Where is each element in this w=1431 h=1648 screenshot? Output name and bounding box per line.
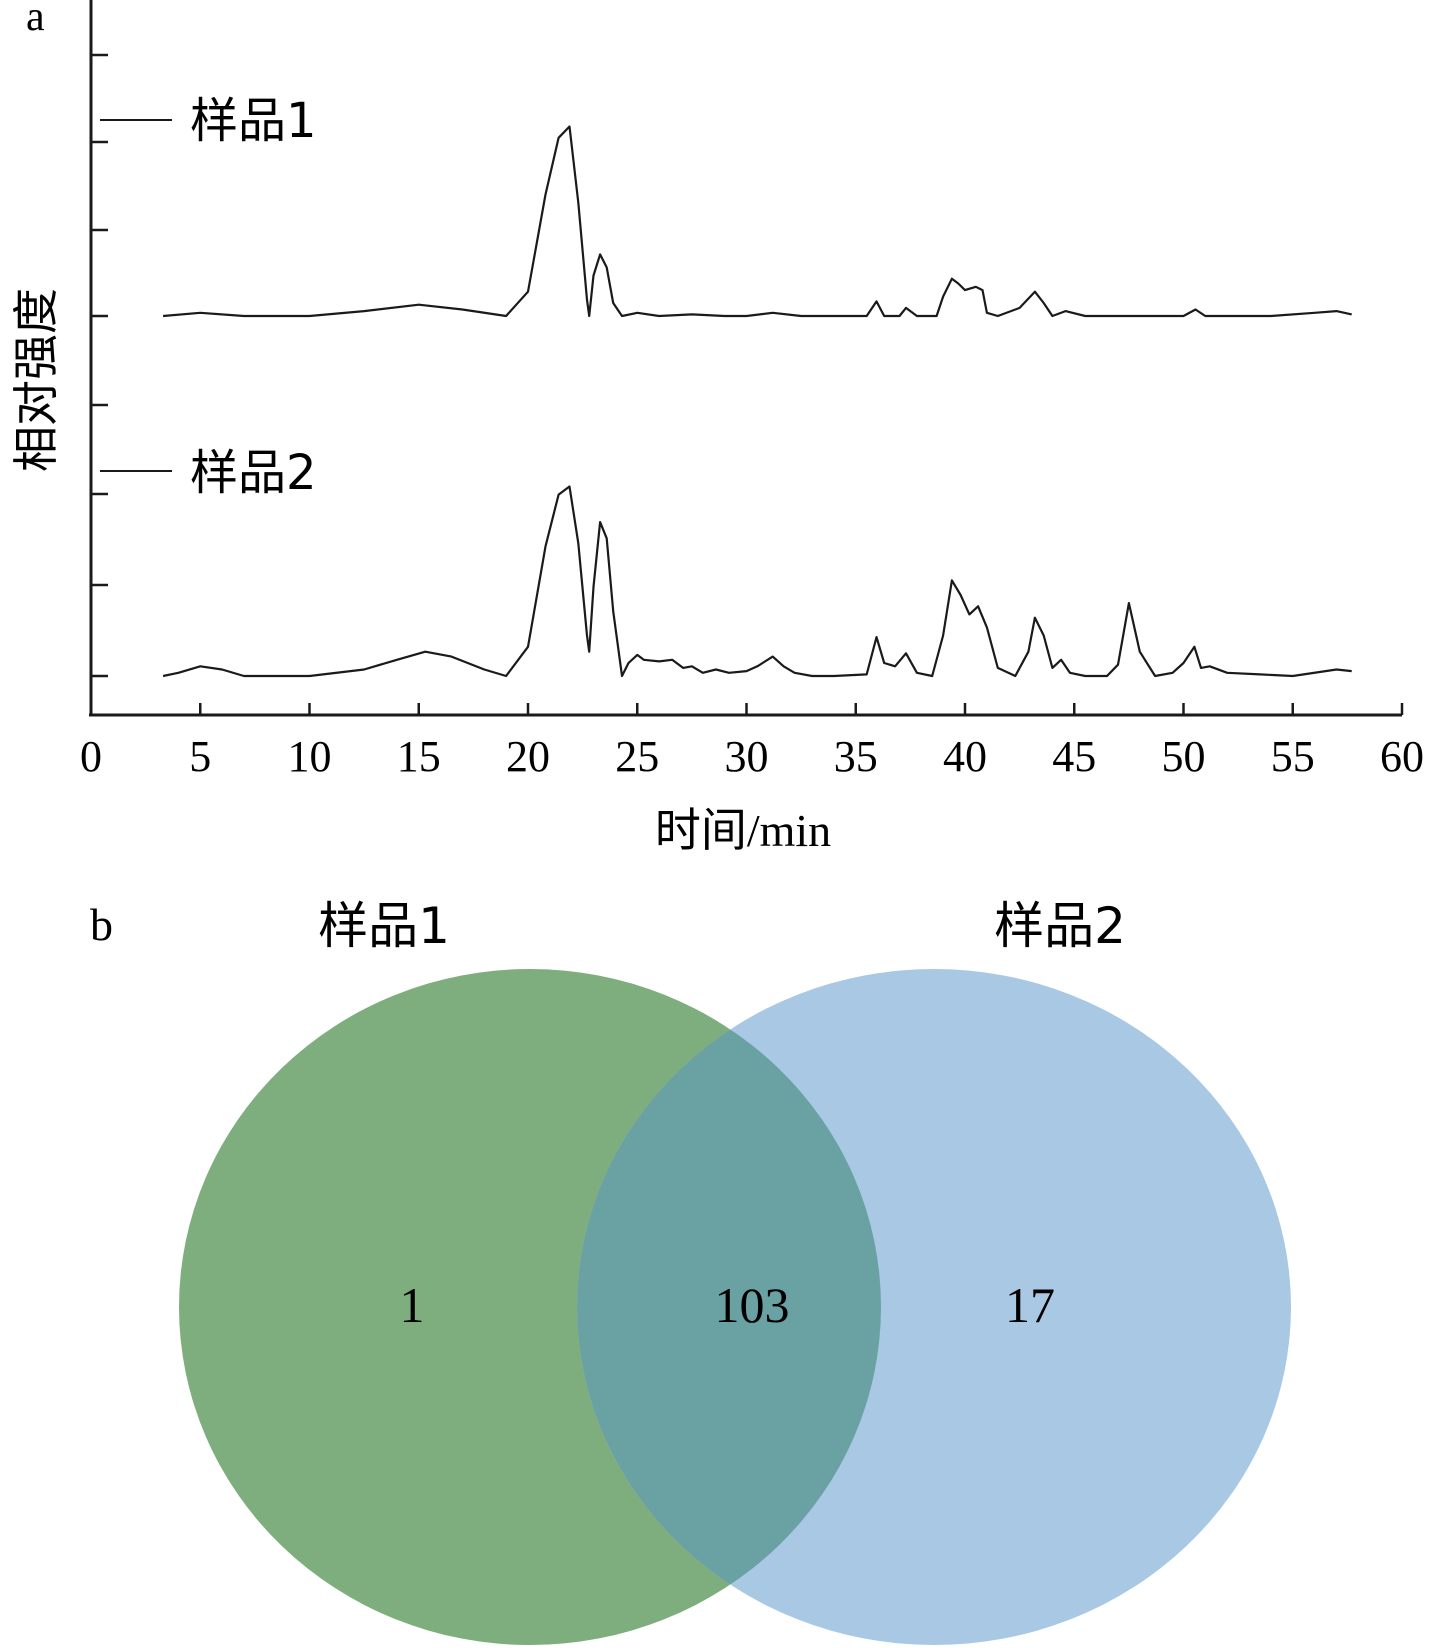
x-tick-label: 35 xyxy=(834,732,878,781)
x-axis-ticks: 0 5 10 15 20 25 30 35 40 45 50 55 60 xyxy=(80,703,1424,781)
venn-overlap-region xyxy=(577,969,881,1645)
venn-set-2-title: 样品2 xyxy=(994,897,1126,955)
venn-set-1-title: 样品1 xyxy=(318,897,450,955)
venn-only-set-1-count: 1 xyxy=(400,1277,425,1333)
x-tick-label: 10 xyxy=(288,732,332,781)
x-tick-label: 55 xyxy=(1271,732,1315,781)
x-axis-title: 时间/min xyxy=(655,805,831,856)
venn-only-set-2-count: 17 xyxy=(1005,1277,1055,1333)
panel-a-label: a xyxy=(26,0,45,40)
x-tick-label: 5 xyxy=(189,732,211,781)
series-2-trace xyxy=(162,485,1352,678)
x-tick-label: 40 xyxy=(943,732,987,781)
x-tick-label: 50 xyxy=(1162,732,1206,781)
venn-panel: b 样品1 样品2 1 103 17 xyxy=(90,897,1291,1645)
panel-b-label: b xyxy=(90,899,113,950)
y-axis-ticks xyxy=(91,53,108,678)
x-tick-label: 60 xyxy=(1380,732,1424,781)
venn-intersection-count: 103 xyxy=(715,1277,790,1333)
x-tick-label: 45 xyxy=(1052,732,1096,781)
x-tick-label: 25 xyxy=(615,732,659,781)
x-tick-label: 20 xyxy=(506,732,550,781)
series-2-label: 样品2 xyxy=(190,445,317,501)
y-axis-title: 相对强度 xyxy=(9,288,63,472)
series-1-label: 样品1 xyxy=(190,93,317,149)
x-tick-label: 15 xyxy=(397,732,441,781)
x-tick-label: 30 xyxy=(725,732,769,781)
chromatogram-panel: a 0 5 10 15 20 25 30 35 40 45 50 55 60 相对强度 时间/min 样… xyxy=(9,0,1424,856)
x-tick-label: 0 xyxy=(80,732,102,781)
series-1-trace xyxy=(163,125,1352,318)
